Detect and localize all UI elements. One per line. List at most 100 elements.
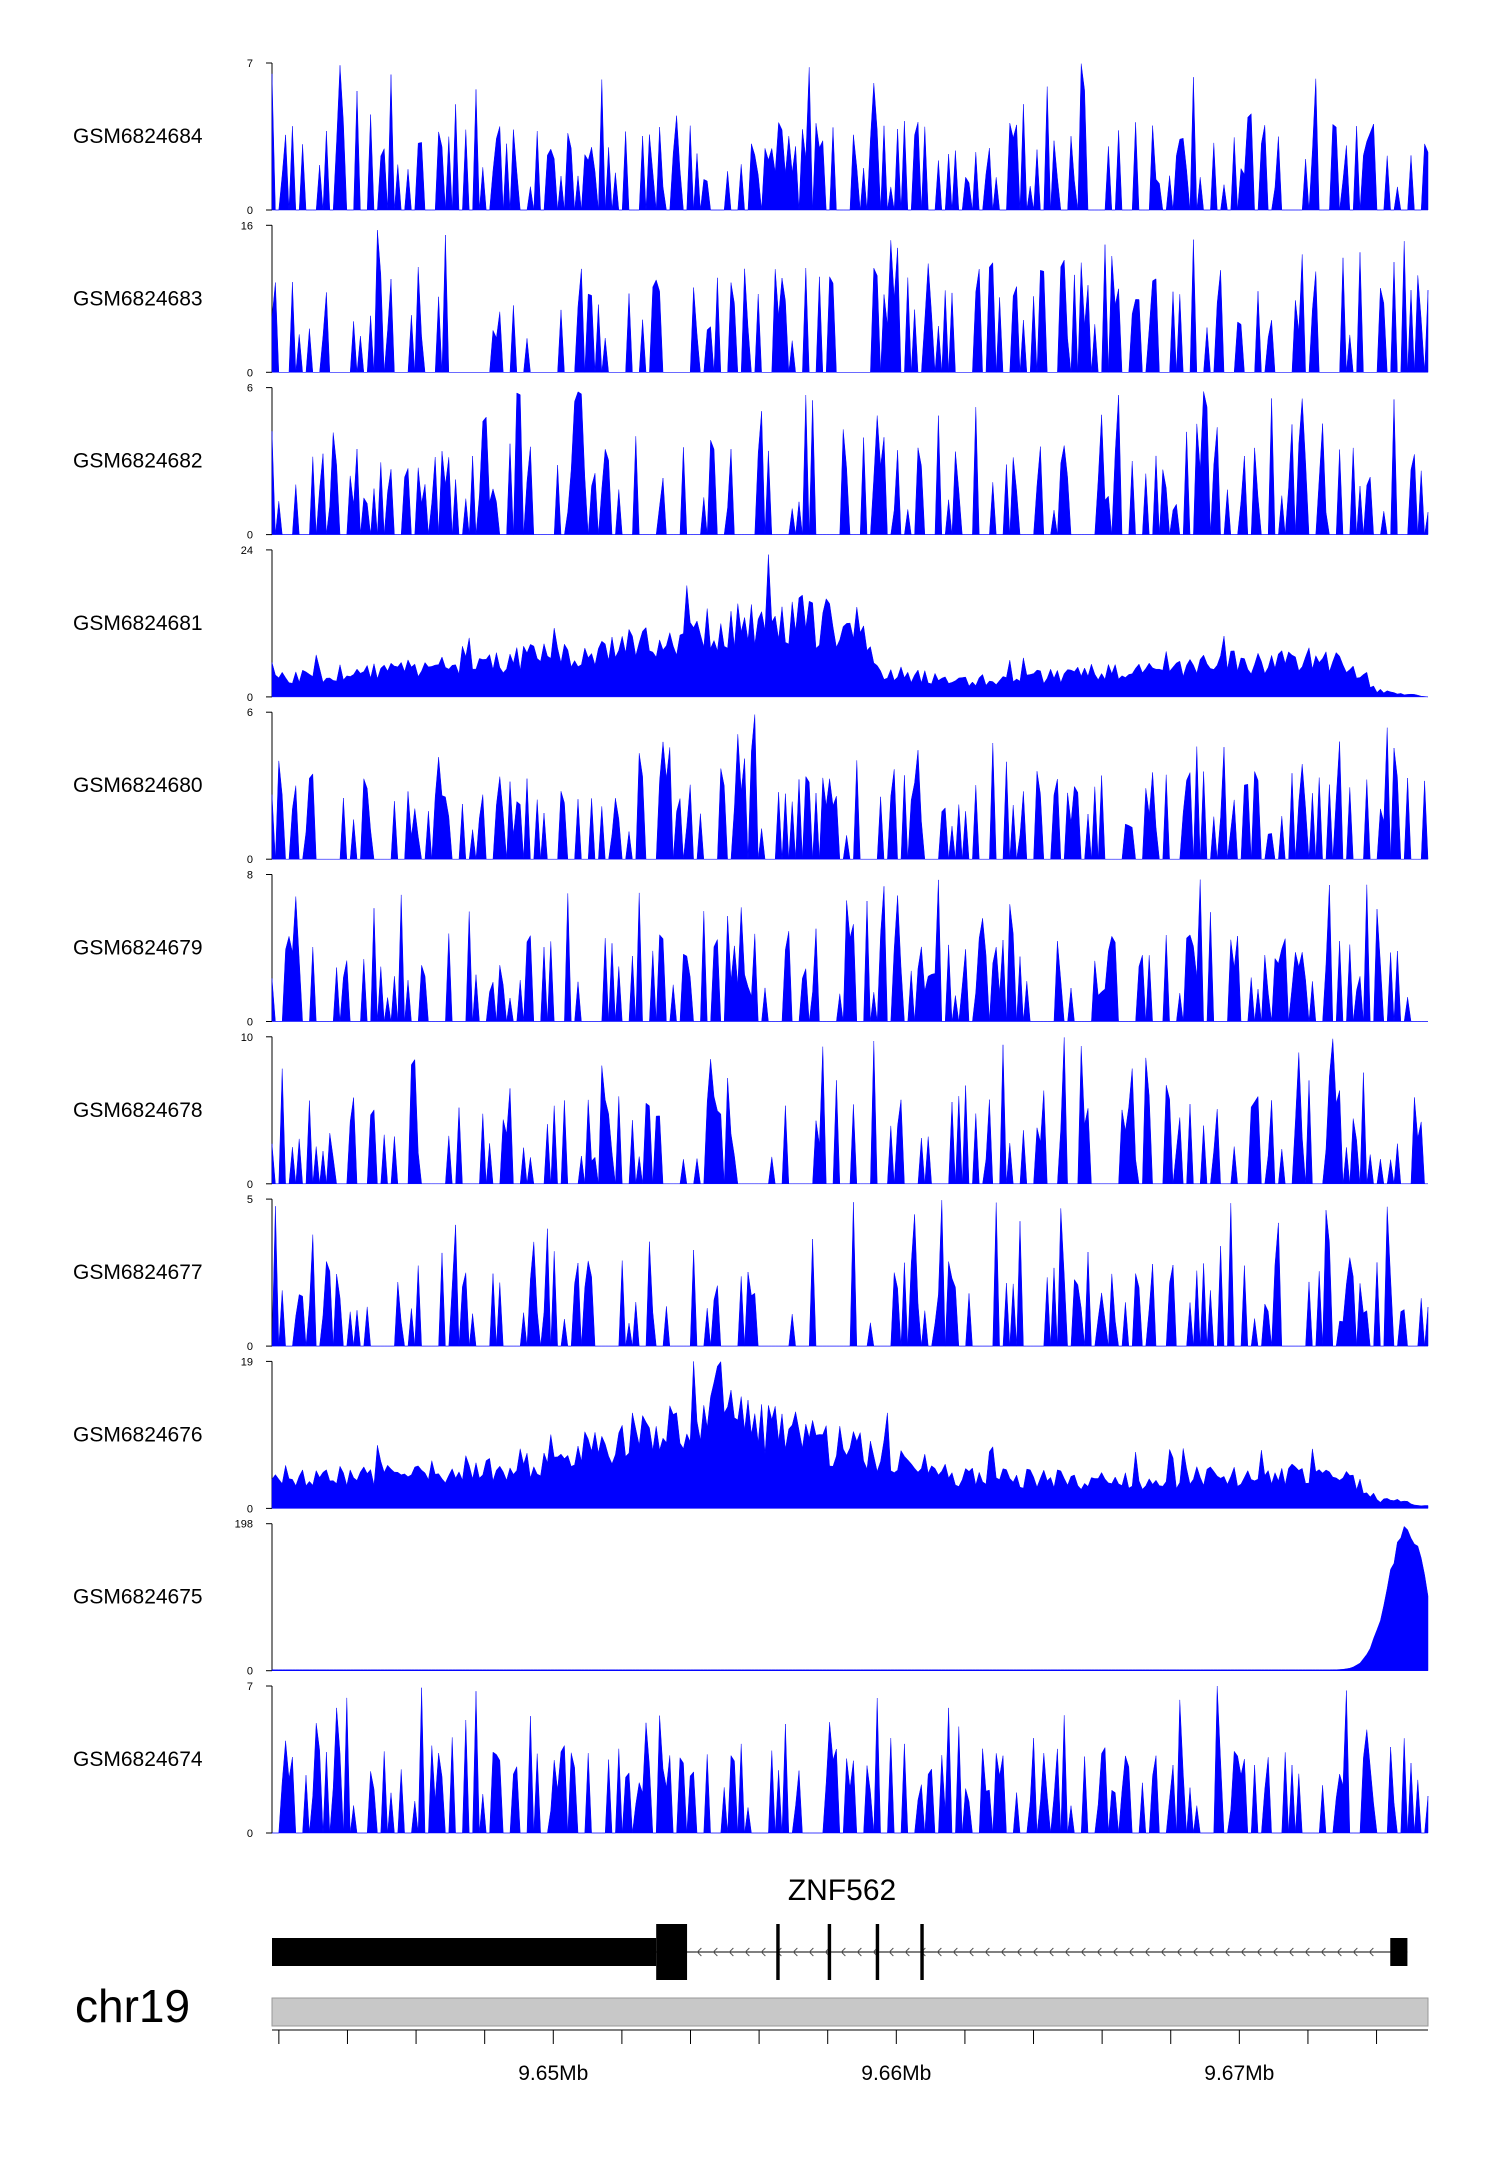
track-GSM6824681: GSM6824681 24 0 bbox=[73, 545, 1429, 704]
y-max-label: 7 bbox=[247, 1681, 253, 1693]
chromosome-band bbox=[271, 1997, 1429, 2027]
strand-arrow bbox=[1352, 1947, 1358, 1957]
chromosome-label: chr19 bbox=[75, 1980, 190, 2032]
track-GSM6824683: GSM6824683 16 0 bbox=[73, 220, 1429, 379]
strand-arrow bbox=[760, 1947, 766, 1957]
track-GSM6824677: GSM6824677 5 0 bbox=[73, 1194, 1429, 1353]
track-GSM6824680: GSM6824680 6 0 bbox=[73, 707, 1429, 866]
strand-arrow bbox=[1288, 1947, 1294, 1957]
strand-arrow bbox=[1176, 1947, 1182, 1957]
strand-arrow bbox=[1336, 1947, 1342, 1957]
strand-arrow bbox=[1160, 1947, 1166, 1957]
strand-arrow bbox=[904, 1947, 910, 1957]
exon-block bbox=[776, 1924, 780, 1980]
y-max-label: 198 bbox=[235, 1519, 253, 1531]
exon-block bbox=[1390, 1938, 1408, 1966]
y-max-label: 16 bbox=[241, 220, 253, 232]
strand-arrow bbox=[1192, 1947, 1198, 1957]
y-min-label: 0 bbox=[247, 692, 253, 704]
strand-arrow bbox=[1128, 1947, 1134, 1957]
strand-arrow bbox=[1048, 1947, 1054, 1957]
strand-arrow bbox=[1320, 1947, 1326, 1957]
x-tick-label: 9.67Mb bbox=[1204, 2062, 1274, 2085]
strand-arrow bbox=[1064, 1947, 1070, 1957]
y-max-label: 6 bbox=[247, 383, 253, 395]
track-GSM6824675: GSM6824675 198 0 bbox=[73, 1519, 1429, 1678]
track-label: GSM6824675 bbox=[73, 1586, 203, 1609]
strand-arrow bbox=[1272, 1947, 1278, 1957]
exon-block bbox=[920, 1924, 924, 1980]
signal-area bbox=[272, 1685, 1429, 1834]
track-GSM6824682: GSM6824682 6 0 bbox=[73, 383, 1429, 542]
y-min-label: 0 bbox=[247, 1179, 253, 1191]
strand-arrow bbox=[936, 1947, 942, 1957]
strand-arrow bbox=[1304, 1947, 1310, 1957]
y-max-label: 7 bbox=[247, 58, 253, 70]
track-label: GSM6824680 bbox=[73, 774, 203, 797]
strand-arrow bbox=[968, 1947, 974, 1957]
track-GSM6824674: GSM6824674 7 0 bbox=[73, 1681, 1429, 1840]
signal-tracks: GSM682468470GSM6824683160GSM682468260GSM… bbox=[73, 58, 1429, 1840]
track-GSM6824676: GSM6824676 19 0 bbox=[73, 1356, 1429, 1515]
strand-arrow bbox=[1256, 1947, 1262, 1957]
y-min-label: 0 bbox=[247, 1017, 253, 1029]
signal-area bbox=[271, 714, 1429, 860]
exon-block bbox=[875, 1924, 880, 1980]
track-label: GSM6824679 bbox=[73, 937, 203, 960]
strand-arrow bbox=[1032, 1947, 1038, 1957]
gene-model-track: ZNF562 bbox=[272, 1874, 1408, 1980]
x-tick-label: 9.65Mb bbox=[518, 2062, 588, 2085]
strand-arrow bbox=[1240, 1947, 1246, 1957]
y-min-label: 0 bbox=[247, 367, 253, 379]
strand-arrow bbox=[792, 1947, 798, 1957]
strand-arrow bbox=[728, 1947, 734, 1957]
y-max-label: 19 bbox=[241, 1356, 253, 1368]
track-label: GSM6824684 bbox=[73, 125, 203, 148]
track-label: GSM6824677 bbox=[73, 1261, 203, 1284]
strand-arrow bbox=[1016, 1947, 1022, 1957]
y-max-label: 24 bbox=[241, 545, 253, 557]
y-max-label: 5 bbox=[247, 1194, 253, 1206]
y-max-label: 6 bbox=[247, 707, 253, 719]
strand-arrow bbox=[1112, 1947, 1118, 1957]
track-label: GSM6824678 bbox=[73, 1099, 203, 1122]
strand-arrow bbox=[1080, 1947, 1086, 1957]
strand-arrow bbox=[1224, 1947, 1230, 1957]
exon-block bbox=[827, 1924, 832, 1980]
track-GSM6824678: GSM6824678 10 0 bbox=[73, 1032, 1428, 1191]
y-min-label: 0 bbox=[247, 1828, 253, 1840]
strand-arrow bbox=[1000, 1947, 1006, 1957]
strand-arrow bbox=[1144, 1947, 1150, 1957]
signal-area bbox=[271, 1200, 1429, 1347]
y-min-label: 0 bbox=[247, 1503, 253, 1515]
signal-area bbox=[271, 879, 1428, 1022]
y-max-label: 10 bbox=[241, 1032, 253, 1044]
track-label: GSM6824674 bbox=[73, 1748, 203, 1771]
strand-arrow bbox=[856, 1947, 862, 1957]
signal-area bbox=[271, 63, 1429, 211]
signal-area bbox=[271, 1037, 1428, 1185]
signal-area bbox=[271, 391, 1429, 535]
strand-arrow bbox=[888, 1947, 894, 1957]
y-min-label: 0 bbox=[247, 1341, 253, 1353]
signal-area bbox=[271, 230, 1429, 373]
track-label: GSM6824676 bbox=[73, 1423, 203, 1446]
strand-arrow bbox=[1208, 1947, 1214, 1957]
strand-arrow bbox=[1368, 1947, 1374, 1957]
strand-arrow bbox=[696, 1947, 702, 1957]
gene-label: ZNF562 bbox=[788, 1874, 896, 1907]
strand-arrow bbox=[984, 1947, 990, 1957]
strand-arrow bbox=[712, 1947, 718, 1957]
signal-area bbox=[271, 1525, 1429, 1671]
strand-arrow bbox=[952, 1947, 958, 1957]
signal-area bbox=[271, 1360, 1429, 1509]
track-label: GSM6824683 bbox=[73, 287, 203, 310]
y-min-label: 0 bbox=[247, 205, 253, 217]
track-label: GSM6824682 bbox=[73, 450, 203, 473]
y-max-label: 8 bbox=[247, 870, 253, 882]
y-min-label: 0 bbox=[247, 530, 253, 542]
utr-block bbox=[272, 1938, 657, 1966]
x-tick-label: 9.66Mb bbox=[861, 2062, 931, 2085]
strand-arrow bbox=[840, 1947, 846, 1957]
